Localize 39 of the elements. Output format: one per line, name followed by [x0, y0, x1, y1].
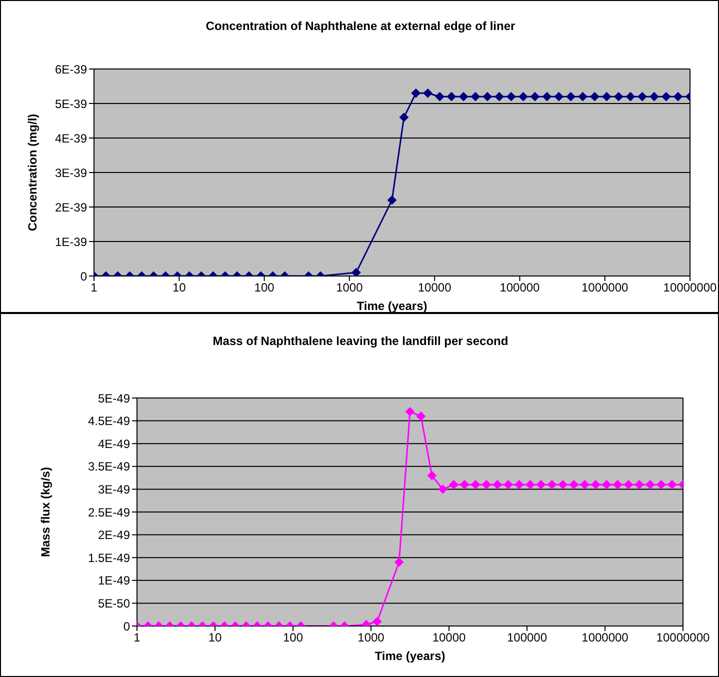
y-axis-title: Concentration (mg/l): [25, 114, 40, 232]
y-tick-label: 4.5E-49: [88, 414, 130, 428]
y-tick-label: 5E-49: [98, 391, 130, 406]
y-tick-label: 4E-39: [54, 131, 88, 146]
x-tick-label: 100000: [506, 630, 548, 645]
x-tick-label: 10000000: [656, 630, 710, 645]
y-tick-label: 2E-39: [54, 200, 88, 214]
x-tick-label: 1: [90, 280, 98, 295]
y-tick-label: 1E-49: [98, 574, 130, 588]
x-tick-label: 10000000: [663, 280, 718, 295]
x-tick-label: 1: [134, 630, 141, 645]
x-tick-label: 1000000: [582, 280, 629, 295]
x-tick-label: 10: [172, 280, 186, 295]
x-tick-label: 10000: [432, 630, 466, 645]
y-tick-label: 3.5E-49: [88, 460, 130, 474]
x-tick-label: 1000: [358, 630, 385, 645]
y-tick-label: 1.5E-49: [88, 550, 130, 565]
x-tick-label: 100: [254, 280, 275, 295]
y-tick-label: 2E-49: [98, 528, 130, 542]
x-tick-label: 100: [282, 630, 304, 645]
x-tick-label: 10000: [418, 280, 452, 295]
chart-title: Mass of Naphthalene leaving the landfill per second: [212, 334, 510, 348]
y-tick-label: 3E-49: [98, 482, 130, 496]
y-tick-label: 0: [123, 619, 130, 634]
x-axis-title: Time (years): [374, 649, 446, 663]
y-tick-label: 5E-39: [54, 96, 88, 111]
x-tick-label: 100000: [500, 280, 540, 295]
x-tick-label: 1000000: [582, 630, 629, 645]
x-tick-label: 1000: [336, 280, 364, 295]
y-tick-label: 4E-49: [98, 436, 130, 451]
y-axis-title: Mass flux (kg/s): [38, 466, 52, 558]
x-tick-label: 10: [208, 630, 222, 645]
y-tick-label: 3E-39: [54, 166, 88, 180]
chart-title: Concentration of Naphthalene at external edge of liner: [204, 19, 516, 33]
y-tick-label: 6E-39: [54, 62, 88, 76]
y-tick-label: 2.5E-49: [88, 505, 130, 520]
y-tick-label: 1E-39: [54, 234, 88, 249]
y-tick-label: 5E-50: [98, 596, 130, 610]
y-tick-label: 0: [80, 269, 88, 284]
